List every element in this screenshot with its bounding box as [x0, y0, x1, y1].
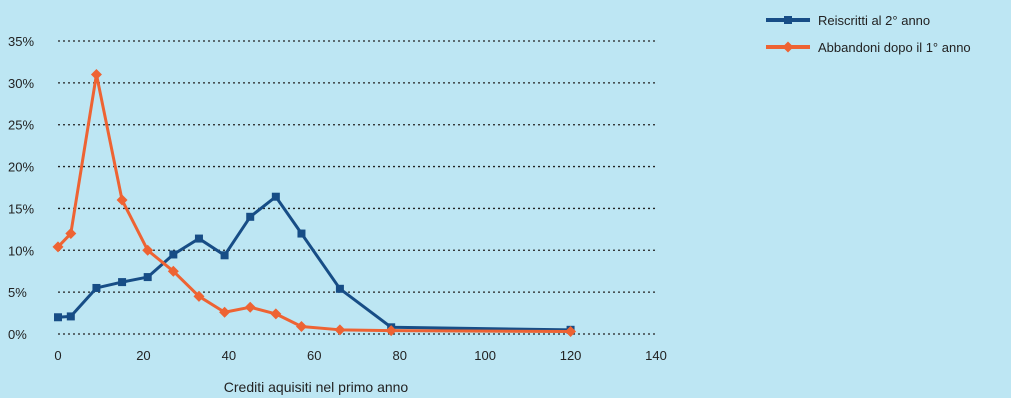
data-point: [219, 306, 231, 318]
data-point: [169, 250, 178, 259]
data-point: [167, 265, 179, 277]
data-point: [116, 194, 128, 206]
x-tick-label: 120: [560, 348, 582, 363]
y-axis-ticks: 0% 5% 10% 15% 20% 25% 30% 35%: [8, 34, 34, 342]
legend: Reiscritti al 2° anno Abbandoni dopo il 1…: [766, 13, 971, 55]
data-point: [220, 251, 229, 260]
x-tick-label: 80: [392, 348, 406, 363]
x-tick-label: 0: [54, 348, 61, 363]
series-2: [52, 68, 577, 337]
x-axis-ticks: 0 20 40 60 80 100 120 140: [54, 348, 666, 363]
x-tick-label: 100: [474, 348, 496, 363]
y-tick-label: 15%: [8, 201, 34, 216]
data-point: [65, 228, 77, 240]
data-point: [244, 301, 256, 313]
data-point: [270, 308, 282, 320]
data-point: [246, 212, 255, 221]
data-point: [143, 273, 152, 282]
data-point: [118, 278, 127, 287]
data-point: [193, 290, 205, 302]
data-point: [90, 68, 102, 80]
series-line: [57, 195, 571, 332]
data-point: [52, 241, 64, 253]
series: [52, 68, 577, 337]
x-tick-label: 60: [307, 348, 321, 363]
series-1: [54, 192, 575, 334]
data-point: [66, 312, 75, 321]
y-tick-label: 5%: [8, 285, 27, 300]
legend-item: Reiscritti al 2° anno: [766, 13, 930, 28]
data-point: [92, 283, 101, 292]
data-point: [782, 41, 794, 53]
data-point: [271, 192, 280, 201]
data-point: [194, 234, 203, 243]
gridlines: [58, 40, 656, 335]
y-tick-label: 30%: [8, 76, 34, 91]
data-point: [335, 284, 344, 293]
data-point: [565, 325, 577, 337]
y-tick-label: 10%: [8, 243, 34, 258]
series-line: [56, 72, 571, 333]
data-point: [142, 244, 154, 256]
y-tick-label: 35%: [8, 34, 34, 49]
x-tick-label: 140: [645, 348, 667, 363]
legend-label: Abbandoni dopo il 1° anno: [818, 40, 971, 55]
y-tick-label: 0%: [8, 327, 27, 342]
x-tick-label: 40: [222, 348, 236, 363]
legend-item: Abbandoni dopo il 1° anno: [766, 40, 971, 55]
y-tick-label: 20%: [8, 160, 34, 175]
x-tick-label: 20: [136, 348, 150, 363]
legend-label: Reiscritti al 2° anno: [818, 13, 930, 28]
data-point: [54, 313, 62, 322]
data-point: [334, 324, 346, 336]
x-axis-label: Crediti aquisiti nel primo anno: [224, 379, 409, 395]
data-point: [385, 325, 397, 337]
data-point: [297, 229, 306, 238]
y-tick-label: 25%: [8, 118, 34, 133]
data-point: [295, 320, 307, 332]
data-point: [784, 16, 792, 24]
